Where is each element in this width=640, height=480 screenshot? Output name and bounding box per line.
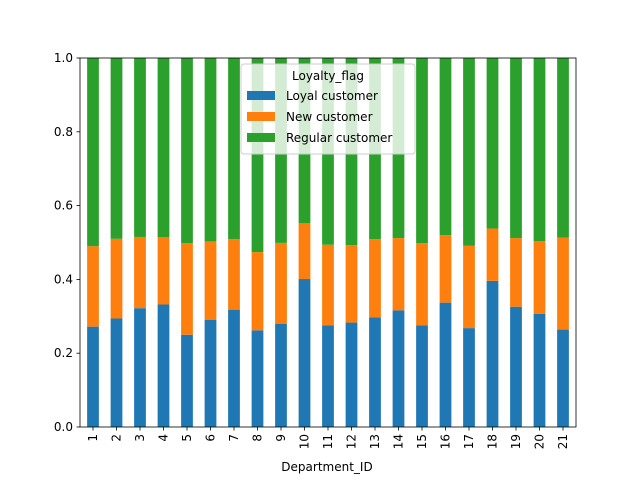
bar-regular-customer-19	[510, 58, 522, 239]
y-tick-label: 1.0	[54, 51, 73, 65]
x-tick-label: 7	[227, 434, 241, 442]
bar-loyal-customer-11	[322, 325, 334, 427]
bar-loyal-customer-1	[87, 326, 99, 427]
x-tick-label: 1	[86, 434, 100, 442]
x-tick-label: 4	[157, 434, 171, 442]
bar-regular-customer-16	[439, 58, 452, 236]
bar-loyal-customer-12	[345, 322, 358, 427]
bar-loyal-customer-8	[251, 330, 264, 427]
bar-new-customer-19	[510, 238, 522, 307]
bar-new-customer-1	[87, 246, 99, 327]
bar-loyal-customer-7	[228, 309, 240, 427]
bar-loyal-customer-19	[510, 306, 522, 427]
bar-loyal-customer-14	[392, 310, 405, 427]
bar-loyal-customer-16	[439, 302, 452, 427]
x-tick-label: 19	[509, 434, 523, 449]
bar-loyal-customer-15	[416, 325, 428, 427]
bar-new-customer-15	[416, 243, 428, 326]
bar-new-customer-2	[110, 238, 123, 319]
legend-title: Loyalty_flag	[292, 69, 364, 83]
ticks-group: 0.00.20.40.60.81.01 2 3 4 5 6 7 8 9 10 11 12 13 14 15 1…	[54, 51, 570, 449]
bar-loyal-customer-17	[463, 328, 475, 427]
bar-loyal-customer-3	[134, 308, 146, 427]
bar-new-customer-7	[228, 239, 240, 310]
x-tick-label: 6	[204, 434, 218, 442]
bar-loyal-customer-4	[157, 304, 170, 427]
y-tick-label: 0.2	[54, 346, 73, 360]
y-tick-label: 0.6	[54, 199, 73, 213]
bar-new-customer-9	[275, 242, 287, 324]
bar-new-customer-14	[392, 238, 405, 311]
legend-label-loyal-customer: Loyal customer	[286, 89, 378, 103]
y-tick-label: 0.0	[54, 420, 73, 434]
bar-regular-customer-15	[416, 58, 428, 244]
x-tick-label: 2	[110, 434, 124, 442]
bar-new-customer-20	[533, 241, 546, 314]
x-tick-label: 12	[345, 434, 359, 449]
bar-new-customer-21	[557, 237, 569, 330]
bar-regular-customer-18	[486, 58, 499, 229]
x-tick-label: 5	[180, 434, 194, 442]
bar-regular-customer-2	[110, 58, 123, 239]
legend-swatch-loyal-customer	[247, 91, 275, 100]
bar-regular-customer-4	[157, 58, 170, 238]
bar-new-customer-6	[204, 241, 217, 320]
bar-loyal-customer-13	[369, 317, 381, 427]
bar-regular-customer-3	[134, 58, 146, 237]
x-tick-label: 8	[251, 434, 265, 442]
bar-new-customer-5	[181, 243, 193, 335]
bar-new-customer-11	[322, 244, 334, 326]
bar-new-customer-16	[439, 235, 452, 303]
legend-label-regular-customer: Regular customer	[286, 131, 392, 145]
x-tick-label: 10	[298, 434, 312, 449]
bar-regular-customer-20	[533, 58, 546, 242]
bar-new-customer-18	[486, 228, 499, 281]
x-tick-label: 13	[368, 434, 382, 449]
bar-regular-customer-21	[557, 58, 569, 238]
bar-regular-customer-8	[251, 58, 264, 253]
bar-new-customer-8	[251, 252, 264, 331]
x-tick-label: 18	[486, 434, 500, 449]
legend: Loyalty_flag Loyal customer New customer Re…	[240, 63, 416, 155]
x-tick-label: 11	[321, 434, 335, 449]
bar-loyal-customer-18	[486, 280, 499, 427]
bar-new-customer-10	[298, 223, 311, 280]
bar-loyal-customer-21	[557, 329, 569, 427]
x-tick-label: 17	[462, 434, 476, 449]
x-tick-label: 9	[274, 434, 288, 442]
bar-new-customer-4	[157, 237, 170, 305]
bar-new-customer-12	[345, 245, 358, 323]
x-tick-label: 14	[392, 434, 406, 449]
x-tick-label: 3	[133, 434, 147, 442]
legend-label-new-customer: New customer	[286, 110, 373, 124]
bar-loyal-customer-20	[533, 313, 546, 427]
y-tick-label: 0.8	[54, 125, 73, 139]
bar-regular-customer-5	[181, 58, 193, 244]
x-tick-label: 20	[533, 434, 547, 449]
x-axis-label: Department_ID	[281, 460, 372, 474]
x-tick-label: 16	[439, 434, 453, 449]
x-tick-label: 21	[556, 434, 570, 449]
bar-regular-customer-6	[204, 58, 217, 242]
y-tick-label: 0.4	[54, 272, 73, 286]
bar-loyal-customer-9	[275, 323, 287, 427]
bar-loyal-customer-2	[110, 318, 123, 427]
bar-loyal-customer-5	[181, 334, 193, 427]
bar-loyal-customer-10	[298, 279, 311, 427]
bar-regular-customer-7	[228, 58, 240, 240]
legend-box	[240, 63, 416, 155]
legend-swatch-new-customer	[247, 112, 275, 121]
bar-loyal-customer-6	[204, 319, 217, 427]
bar-regular-customer-17	[463, 58, 475, 246]
bar-new-customer-13	[369, 239, 381, 318]
bar-regular-customer-1	[87, 58, 99, 247]
legend-swatch-regular-customer	[247, 133, 275, 142]
x-tick-label: 15	[415, 434, 429, 449]
bar-new-customer-3	[134, 236, 146, 309]
bar-new-customer-17	[463, 245, 475, 329]
